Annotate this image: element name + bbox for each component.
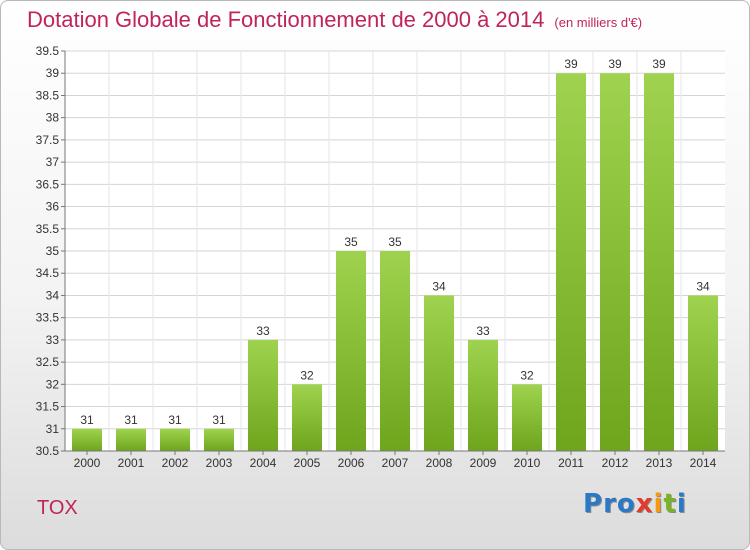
bar — [644, 73, 674, 451]
y-tick-label: 32 — [46, 377, 60, 391]
bar — [292, 384, 322, 451]
x-tick-label: 2000 — [74, 456, 101, 470]
y-tick-label: 36.5 — [36, 177, 60, 191]
bar-value-label: 31 — [168, 413, 182, 427]
bar — [556, 73, 586, 451]
y-tick-label: 34.5 — [36, 266, 60, 280]
x-tick-label: 2013 — [646, 456, 673, 470]
y-tick-label: 37 — [46, 155, 60, 169]
x-tick-label: 2004 — [250, 456, 277, 470]
bar — [204, 428, 234, 451]
bar — [688, 295, 718, 451]
chart-title: Dotation Globale de Fonctionnement de 20… — [27, 7, 642, 33]
bar-value-label: 35 — [344, 235, 358, 249]
bar-value-label: 35 — [388, 235, 402, 249]
bar — [160, 428, 190, 451]
y-tick-label: 31 — [46, 422, 60, 436]
logo-letter: i — [676, 489, 687, 519]
bar-value-label: 33 — [476, 324, 490, 338]
bar — [512, 384, 542, 451]
x-tick-label: 2012 — [602, 456, 629, 470]
y-tick-label: 33 — [46, 333, 60, 347]
y-tick-label: 38.5 — [36, 88, 60, 102]
bar-value-label: 32 — [520, 368, 534, 382]
y-tick-label: 33.5 — [36, 311, 60, 325]
logo-letter: t — [663, 489, 677, 519]
x-tick-label: 2010 — [514, 456, 541, 470]
x-tick-label: 2009 — [470, 456, 497, 470]
bar-value-label: 31 — [124, 413, 138, 427]
chart-unit-label: (en milliers d'€) — [554, 15, 643, 30]
bar-value-label: 34 — [696, 279, 710, 293]
bar-value-label: 31 — [80, 413, 94, 427]
y-tick-label: 37.5 — [36, 133, 60, 147]
bar-value-label: 39 — [564, 57, 578, 71]
logo-letter: r — [603, 489, 617, 519]
y-tick-label: 39 — [46, 66, 60, 80]
x-tick-label: 2005 — [294, 456, 321, 470]
bar — [116, 428, 146, 451]
x-tick-label: 2003 — [206, 456, 233, 470]
x-tick-label: 2006 — [338, 456, 365, 470]
x-tick-label: 2008 — [426, 456, 453, 470]
y-tick-label: 30.5 — [36, 444, 60, 458]
bar — [468, 339, 498, 451]
y-tick-label: 35.5 — [36, 222, 60, 236]
bar — [248, 339, 278, 451]
logo-letter: P — [583, 489, 604, 519]
y-tick-label: 35 — [46, 244, 60, 258]
logo-letter: o — [616, 489, 636, 519]
y-tick-label: 38 — [46, 111, 60, 125]
x-tick-label: 2002 — [162, 456, 189, 470]
y-tick-label: 32.5 — [36, 355, 60, 369]
y-tick-label: 31.5 — [36, 400, 60, 414]
bar-value-label: 31 — [212, 413, 226, 427]
proxiti-logo: Proxiti — [583, 489, 687, 519]
bar — [424, 295, 454, 451]
bar-value-label: 34 — [432, 279, 446, 293]
x-tick-label: 2001 — [118, 456, 145, 470]
x-tick-label: 2014 — [690, 456, 717, 470]
x-tick-label: 2011 — [558, 456, 584, 470]
bar-value-label: 33 — [256, 324, 270, 338]
y-tick-label: 39.5 — [36, 44, 60, 58]
logo-letter: i — [653, 489, 664, 519]
y-tick-label: 34 — [46, 288, 60, 302]
bar-value-label: 39 — [608, 57, 622, 71]
chart-title-text: Dotation Globale de Fonctionnement de 20… — [27, 7, 545, 32]
commune-name: TOX — [37, 497, 78, 519]
x-tick-label: 2007 — [382, 456, 409, 470]
y-tick-label: 36 — [46, 200, 60, 214]
bar — [380, 251, 410, 451]
logo-letter: x — [635, 489, 654, 519]
bar-value-label: 39 — [652, 57, 666, 71]
bar — [600, 73, 630, 451]
bar — [72, 428, 102, 451]
bar — [336, 251, 366, 451]
bar-value-label: 32 — [300, 368, 314, 382]
